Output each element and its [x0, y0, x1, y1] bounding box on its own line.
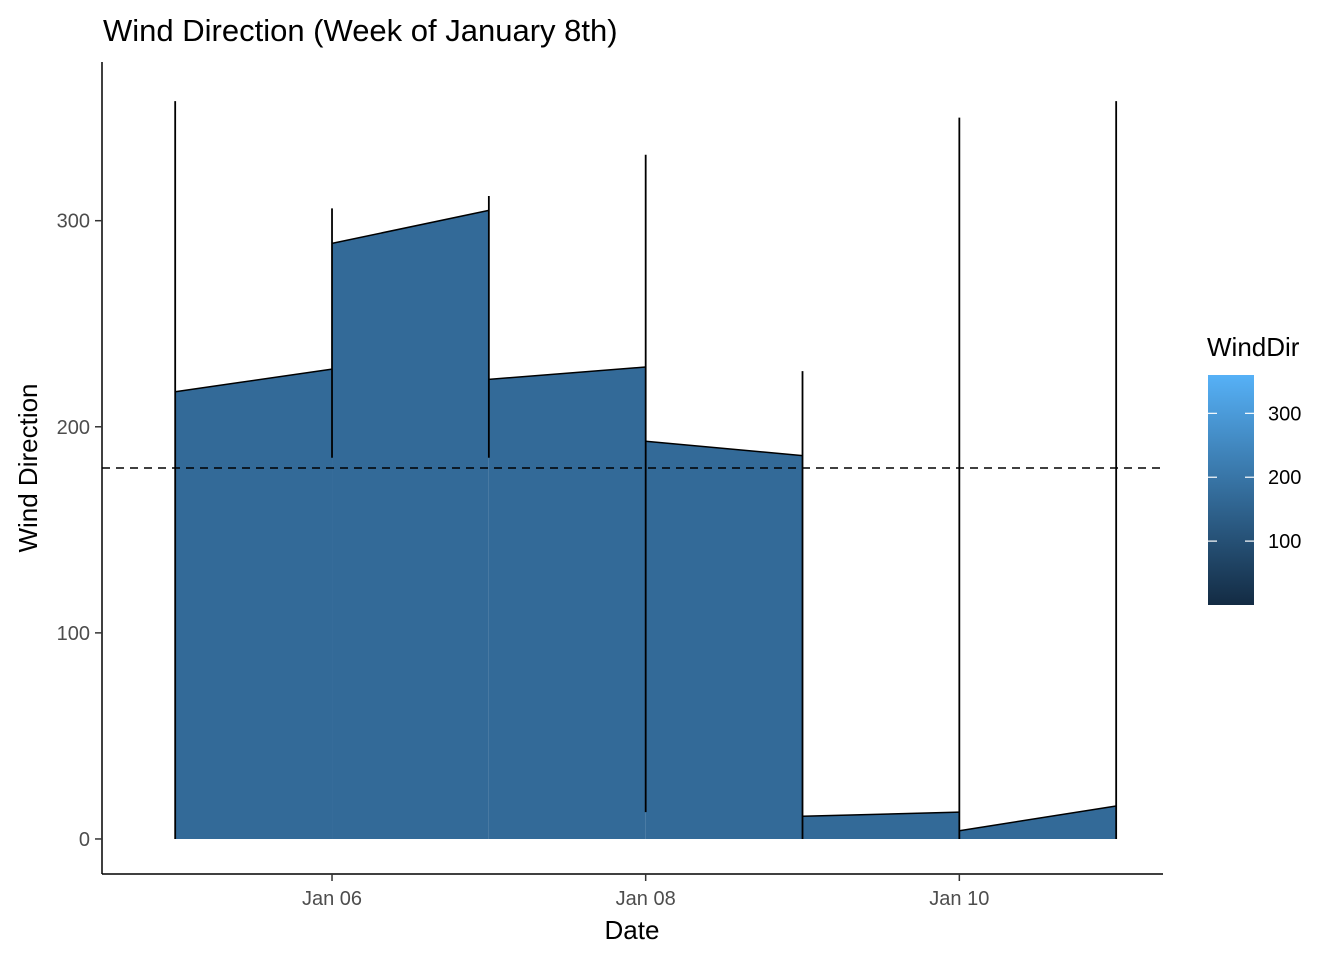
legend-tick-label: 200: [1268, 467, 1301, 489]
area-segment: [802, 812, 960, 839]
y-tick-label: 0: [79, 829, 90, 851]
area-segment: [959, 805, 1117, 839]
y-tick-label: 100: [57, 623, 90, 645]
x-tick-label: Jan 06: [302, 888, 362, 910]
legend-title: WindDir: [1207, 332, 1300, 362]
area-outline: [331, 209, 490, 245]
area-segment: [488, 367, 646, 839]
legend-tick-label: 300: [1268, 403, 1301, 425]
legend: WindDir 100 200 300: [1207, 332, 1301, 605]
area-segment: [645, 441, 803, 839]
y-tick-label: 200: [57, 417, 90, 439]
chart-title: Wind Direction (Week of January 8th): [103, 13, 618, 48]
area-outline: [802, 811, 960, 818]
y-axis-ticks: 0 100 200 300: [57, 211, 102, 851]
area-outline: [645, 440, 803, 457]
y-tick-label: 300: [57, 211, 90, 233]
legend-ticks: 100 200 300: [1208, 403, 1301, 553]
area-outline: [488, 366, 646, 381]
legend-colorbar: [1208, 375, 1254, 605]
plot-area: [102, 101, 1163, 839]
area-outline: [959, 805, 1117, 832]
y-axis-title: Wind Direction: [13, 383, 43, 552]
area-segment: [332, 210, 489, 839]
x-axis-title: Date: [605, 915, 660, 945]
x-axis-ticks: Jan 06 Jan 08 Jan 10: [302, 874, 989, 910]
x-tick-label: Jan 08: [616, 888, 676, 910]
area-outline: [175, 368, 333, 393]
area-segment: [175, 369, 333, 839]
legend-tick-label: 100: [1268, 531, 1301, 553]
x-tick-label: Jan 10: [929, 888, 989, 910]
